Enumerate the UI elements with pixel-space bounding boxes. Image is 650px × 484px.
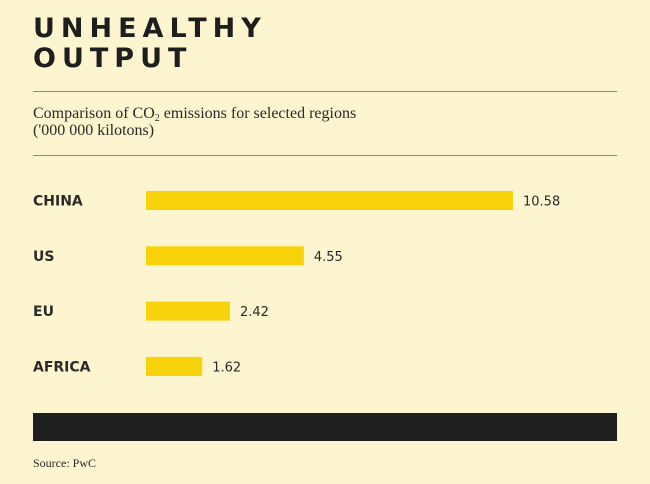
value-label: 2.42 — [240, 305, 269, 320]
top-divider — [33, 91, 617, 92]
bar-chart: CHINA 10.58 US 4.55 EU 2.42 AFRICA 1.62 — [33, 191, 560, 376]
title-line-1: UNHEALTHY — [33, 13, 267, 44]
subtitle-prefix: Comparison of CO — [33, 105, 155, 122]
subtitle-units: ('000 000 kilotons) — [33, 122, 155, 139]
chart-title: UNHEALTHY OUTPUT — [33, 14, 267, 74]
black-band — [33, 413, 617, 441]
value-label: 4.55 — [314, 250, 343, 265]
category-label: EU — [33, 304, 54, 320]
bar — [146, 246, 304, 266]
bar — [146, 356, 203, 376]
bar — [146, 191, 513, 210]
subtitle-suffix: emissions for selected regions — [159, 105, 357, 122]
subtitle-subscript: 2 — [154, 113, 160, 124]
category-label: CHINA — [33, 194, 83, 210]
source-note: Source: PwC — [33, 456, 96, 470]
category-label: AFRICA — [33, 359, 91, 375]
bottom-divider — [33, 155, 617, 156]
chart-subtitle: Comparison of CO2 emissions for selected… — [33, 105, 356, 139]
category-label: US — [33, 249, 54, 265]
bar — [146, 301, 230, 321]
title-line-2: OUTPUT — [33, 43, 193, 74]
value-label: 1.62 — [212, 360, 241, 375]
value-label: 10.58 — [523, 195, 560, 210]
